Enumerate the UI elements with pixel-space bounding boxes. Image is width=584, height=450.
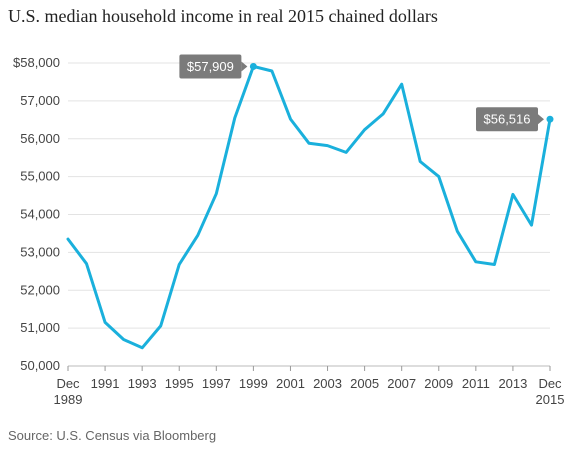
x-tick-label: 1991 <box>91 376 120 391</box>
y-tick-label: 53,000 <box>20 244 60 259</box>
x-tick-label: 1999 <box>239 376 268 391</box>
series-layer <box>66 64 552 350</box>
highlight-point <box>546 115 554 123</box>
x-tick-label: 2005 <box>350 376 379 391</box>
x-tick-label: 2003 <box>313 376 342 391</box>
x-tick-label: 2007 <box>387 376 416 391</box>
x-axis-ticks: Dec 1989 1991 1993 1995 1997 1999 2001 2003 2005 2… <box>54 366 565 407</box>
y-tick-label: 54,000 <box>20 207 60 222</box>
y-tick-label: 51,000 <box>20 320 60 335</box>
callout-box <box>476 107 538 132</box>
callout-label: $56,516 <box>484 112 531 127</box>
y-tick-label: 55,000 <box>20 169 60 184</box>
x-tick-label: Dec 1989 <box>54 376 83 407</box>
callout-pointer <box>241 61 248 72</box>
value-callout: $57,909 <box>179 54 248 79</box>
x-tick-label: 1997 <box>202 376 231 391</box>
callout-label: $57,909 <box>187 59 234 74</box>
x-tick-label: 2001 <box>276 376 305 391</box>
chart-title: U.S. median household income in real 201… <box>8 6 438 26</box>
y-tick-label: 50,000 <box>20 358 60 373</box>
y-axis-ticks: 50,000 51,000 52,000 53,000 54,000 55,000 56,0… <box>13 55 60 373</box>
x-tick-label: 2013 <box>498 376 527 391</box>
x-tick-label: 1995 <box>165 376 194 391</box>
y-tick-label: 52,000 <box>20 282 60 297</box>
series-line <box>66 64 552 350</box>
y-tick-label: 57,000 <box>20 93 60 108</box>
x-tick-label: Dec 2015 <box>536 376 565 407</box>
annotations: $57,909 $56,516 <box>179 54 554 132</box>
source-note: Source: U.S. Census via Bloomberg <box>8 428 217 443</box>
highlight-point <box>249 62 257 70</box>
x-tick-label: 2011 <box>462 376 490 391</box>
value-callout: $56,516 <box>476 107 544 132</box>
x-tick-label: 1993 <box>128 376 157 391</box>
callout-pointer <box>538 114 544 125</box>
x-tick-label: 2009 <box>424 376 453 391</box>
y-tick-label: 56,000 <box>20 131 60 146</box>
y-tick-label: $58,000 <box>13 55 60 70</box>
callout-box <box>179 54 242 79</box>
